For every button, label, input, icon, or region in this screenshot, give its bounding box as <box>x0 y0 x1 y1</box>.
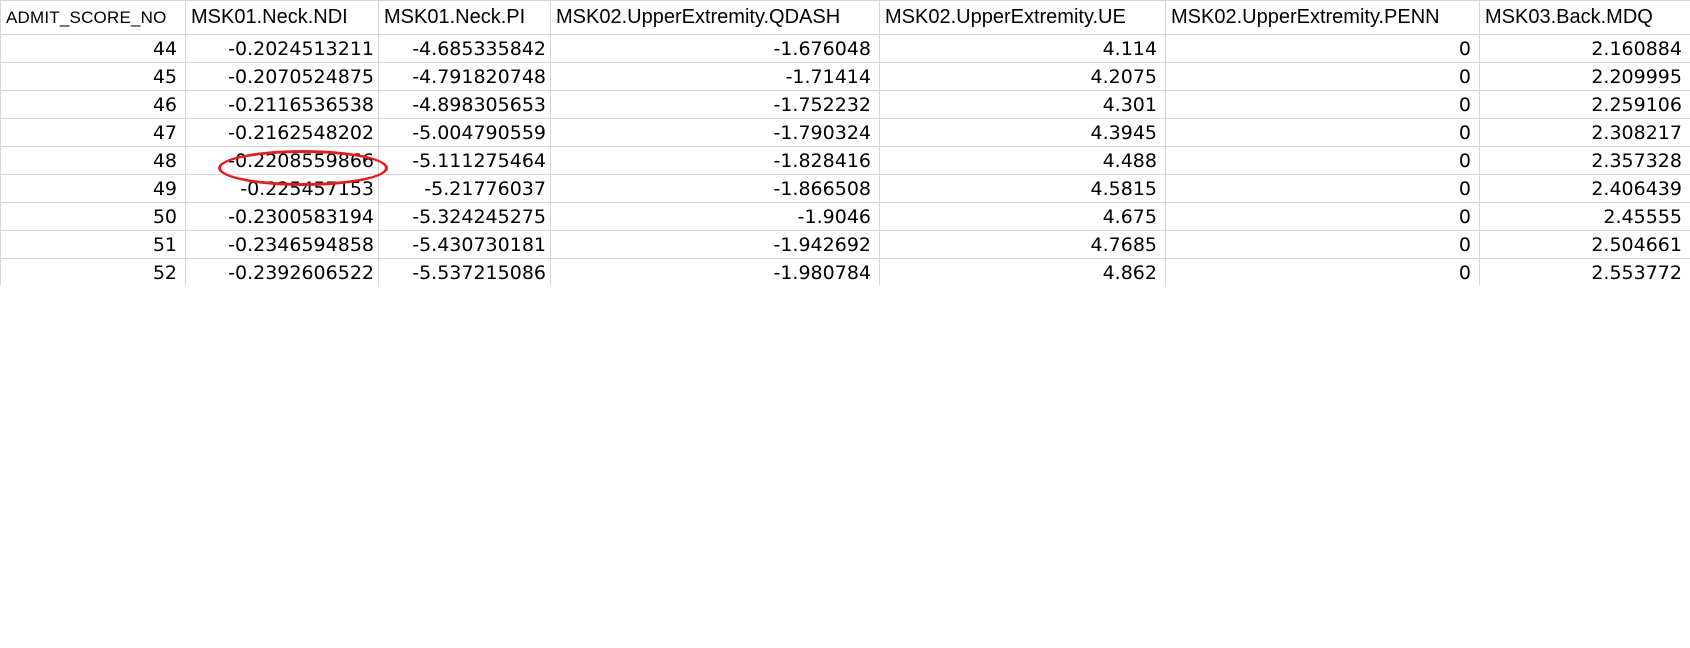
table-row: 44 -0.2024513211 -4.685335842 -1.676048 … <box>0 34 1690 63</box>
cell-admit-score-no[interactable]: 50 <box>0 202 186 231</box>
cell-neck-pi[interactable]: -4.791820748 <box>378 62 551 91</box>
cell-neck-ndi[interactable]: -0.2116536538 <box>185 90 379 119</box>
table-row: 51 -0.2346594858 -5.430730181 -1.942692 … <box>0 230 1690 259</box>
cell-neck-pi[interactable]: -5.430730181 <box>378 230 551 259</box>
table-row: 49 -0.225457153 -5.21776037 -1.866508 4.… <box>0 174 1690 203</box>
cell-admit-score-no[interactable]: 45 <box>0 62 186 91</box>
cell-upper-extremity-ue[interactable]: 4.675 <box>879 202 1166 231</box>
cell-upper-extremity-qdash[interactable]: -1.790324 <box>550 118 880 147</box>
cell-admit-score-no[interactable]: 48 <box>0 146 186 175</box>
cell-neck-pi[interactable]: -5.004790559 <box>378 118 551 147</box>
cell-upper-extremity-penn[interactable]: 0 <box>1165 202 1480 231</box>
cell-upper-extremity-penn[interactable]: 0 <box>1165 90 1480 119</box>
cell-admit-score-no[interactable]: 52 <box>0 258 186 285</box>
cell-upper-extremity-qdash[interactable]: -1.980784 <box>550 258 880 285</box>
cell-neck-ndi[interactable]: -0.2070524875 <box>185 62 379 91</box>
cell-neck-pi[interactable]: -5.324245275 <box>378 202 551 231</box>
cell-upper-extremity-qdash[interactable]: -1.71414 <box>550 62 880 91</box>
cell-back-mdq[interactable]: 2.553772 <box>1479 258 1690 285</box>
cell-neck-pi[interactable]: -5.111275464 <box>378 146 551 175</box>
cell-upper-extremity-qdash[interactable]: -1.828416 <box>550 146 880 175</box>
cell-neck-ndi-circled[interactable]: -0.2208559866 <box>185 146 379 175</box>
cell-upper-extremity-qdash[interactable]: -1.752232 <box>550 90 880 119</box>
cell-upper-extremity-ue[interactable]: 4.301 <box>879 90 1166 119</box>
cell-neck-ndi[interactable]: -0.2392606522 <box>185 258 379 285</box>
cell-upper-extremity-ue[interactable]: 4.7685 <box>879 230 1166 259</box>
cell-admit-score-no[interactable]: 46 <box>0 90 186 119</box>
column-header-upper-extremity-qdash[interactable]: MSK02.UpperExtremity.QDASH <box>550 0 880 35</box>
cell-admit-score-no[interactable]: 49 <box>0 174 186 203</box>
cell-back-mdq[interactable]: 2.160884 <box>1479 34 1690 63</box>
cell-neck-pi[interactable]: -4.898305653 <box>378 90 551 119</box>
cell-neck-ndi[interactable]: -0.2346594858 <box>185 230 379 259</box>
table-row: 50 -0.2300583194 -5.324245275 -1.9046 4.… <box>0 202 1690 231</box>
cell-neck-pi[interactable]: -5.21776037 <box>378 174 551 203</box>
cell-neck-pi[interactable]: -4.685335842 <box>378 34 551 63</box>
cell-admit-score-no[interactable]: 51 <box>0 230 186 259</box>
data-table: ADMIT_SCORE_NO MSK01.Neck.NDI MSK01.Neck… <box>0 0 1690 285</box>
cell-neck-ndi[interactable]: -0.2024513211 <box>185 34 379 63</box>
column-header-neck-ndi[interactable]: MSK01.Neck.NDI <box>185 0 379 35</box>
column-header-admit-score-no[interactable]: ADMIT_SCORE_NO <box>0 0 186 35</box>
cell-upper-extremity-ue[interactable]: 4.3945 <box>879 118 1166 147</box>
cell-neck-ndi[interactable]: -0.2300583194 <box>185 202 379 231</box>
cell-neck-ndi[interactable]: -0.2162548202 <box>185 118 379 147</box>
cell-upper-extremity-qdash[interactable]: -1.676048 <box>550 34 880 63</box>
spreadsheet-view: ADMIT_SCORE_NO MSK01.Neck.NDI MSK01.Neck… <box>0 0 1690 285</box>
cell-upper-extremity-penn[interactable]: 0 <box>1165 174 1480 203</box>
cell-upper-extremity-penn[interactable]: 0 <box>1165 258 1480 285</box>
cell-back-mdq[interactable]: 2.45555 <box>1479 202 1690 231</box>
cell-back-mdq[interactable]: 2.504661 <box>1479 230 1690 259</box>
column-header-back-mdq[interactable]: MSK03.Back.MDQ <box>1479 0 1690 35</box>
cell-back-mdq[interactable]: 2.209995 <box>1479 62 1690 91</box>
cell-upper-extremity-penn[interactable]: 0 <box>1165 34 1480 63</box>
table-row: 45 -0.2070524875 -4.791820748 -1.71414 4… <box>0 62 1690 91</box>
column-header-upper-extremity-ue[interactable]: MSK02.UpperExtremity.UE <box>879 0 1166 35</box>
cell-upper-extremity-qdash[interactable]: -1.866508 <box>550 174 880 203</box>
table-row-partial: 52 -0.2392606522 -5.537215086 -1.980784 … <box>0 258 1690 285</box>
cell-back-mdq[interactable]: 2.259106 <box>1479 90 1690 119</box>
cell-neck-ndi[interactable]: -0.225457153 <box>185 174 379 203</box>
cell-upper-extremity-qdash[interactable]: -1.9046 <box>550 202 880 231</box>
cell-back-mdq[interactable]: 2.357328 <box>1479 146 1690 175</box>
column-header-neck-pi[interactable]: MSK01.Neck.PI <box>378 0 551 35</box>
cell-upper-extremity-ue[interactable]: 4.5815 <box>879 174 1166 203</box>
table-row-highlighted: 48 -0.2208559866 -5.111275464 -1.828416 … <box>0 146 1690 175</box>
cell-neck-pi[interactable]: -5.537215086 <box>378 258 551 285</box>
cell-admit-score-no[interactable]: 47 <box>0 118 186 147</box>
header-row: ADMIT_SCORE_NO MSK01.Neck.NDI MSK01.Neck… <box>0 0 1690 35</box>
column-header-upper-extremity-penn[interactable]: MSK02.UpperExtremity.PENN <box>1165 0 1480 35</box>
cell-upper-extremity-penn[interactable]: 0 <box>1165 146 1480 175</box>
cell-admit-score-no[interactable]: 44 <box>0 34 186 63</box>
cell-upper-extremity-penn[interactable]: 0 <box>1165 230 1480 259</box>
cell-upper-extremity-ue[interactable]: 4.862 <box>879 258 1166 285</box>
cell-upper-extremity-ue[interactable]: 4.488 <box>879 146 1166 175</box>
cell-upper-extremity-penn[interactable]: 0 <box>1165 62 1480 91</box>
cell-upper-extremity-penn[interactable]: 0 <box>1165 118 1480 147</box>
table-row: 46 -0.2116536538 -4.898305653 -1.752232 … <box>0 90 1690 119</box>
cell-back-mdq[interactable]: 2.406439 <box>1479 174 1690 203</box>
cell-upper-extremity-ue[interactable]: 4.2075 <box>879 62 1166 91</box>
table-row: 47 -0.2162548202 -5.004790559 -1.790324 … <box>0 118 1690 147</box>
cell-upper-extremity-ue[interactable]: 4.114 <box>879 34 1166 63</box>
cell-upper-extremity-qdash[interactable]: -1.942692 <box>550 230 880 259</box>
cell-back-mdq[interactable]: 2.308217 <box>1479 118 1690 147</box>
